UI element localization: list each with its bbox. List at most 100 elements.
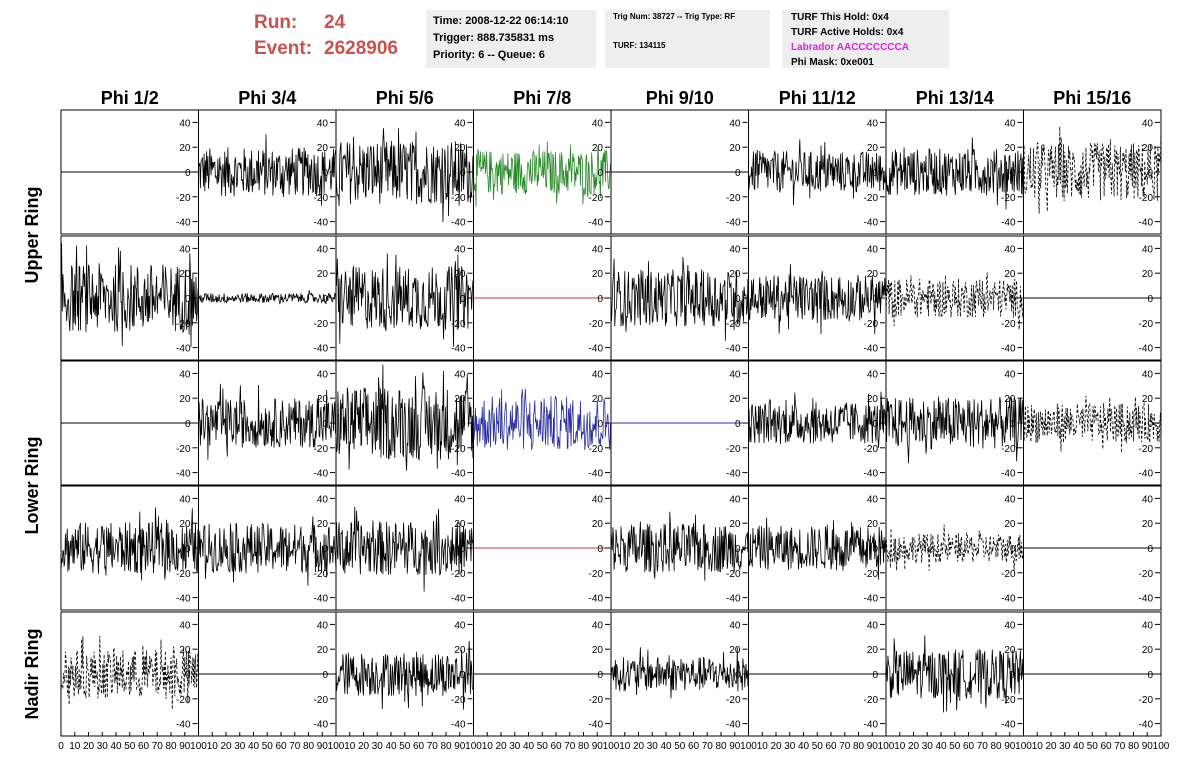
y-tick-label: -40 xyxy=(176,720,191,731)
y-tick-label: 0 xyxy=(735,670,741,681)
x-tick-label: 20 xyxy=(220,741,232,752)
y-tick-label: 0 xyxy=(1010,168,1016,179)
panel-frame xyxy=(1023,109,1162,235)
y-tick-label: -20 xyxy=(589,444,604,455)
y-tick-label: 20 xyxy=(317,645,329,656)
waveform-trace xyxy=(610,647,749,699)
x-tick-label: 80 xyxy=(1128,741,1140,752)
y-tick-label: -40 xyxy=(589,720,604,731)
waveform-trace xyxy=(748,391,887,448)
y-tick-label: -20 xyxy=(726,444,741,455)
x-tick-label: 20 xyxy=(633,741,645,752)
y-tick-label: 40 xyxy=(179,620,191,631)
x-tick-label: 80 xyxy=(715,741,727,752)
y-tick-label: -20 xyxy=(864,695,879,706)
x-tick-label: 20 xyxy=(770,741,782,752)
y-tick-label: -40 xyxy=(176,218,191,229)
y-tick-label: -40 xyxy=(1001,594,1016,605)
y-tick-label: -40 xyxy=(864,720,879,731)
y-tick-label: 0 xyxy=(460,419,466,430)
waveform-trace xyxy=(335,128,474,223)
x-tick-label: 50 xyxy=(399,741,411,752)
x-tick-label: 60 xyxy=(550,741,562,752)
waveform-trace xyxy=(198,290,337,305)
x-tick-label: 30 xyxy=(234,741,246,752)
x-tick-label: 70 xyxy=(152,741,164,752)
y-tick-label: -20 xyxy=(1001,695,1016,706)
y-tick-label: 40 xyxy=(454,118,466,129)
y-tick-label: -20 xyxy=(1139,444,1154,455)
waveform-trace xyxy=(60,635,199,710)
y-tick-label: 0 xyxy=(185,670,191,681)
y-tick-label: 40 xyxy=(1142,244,1154,255)
y-tick-label: 20 xyxy=(1142,519,1154,530)
y-tick-label: 0 xyxy=(185,544,191,555)
x-tick-label: 50 xyxy=(262,741,274,752)
x-tick-label: 90 xyxy=(1142,741,1154,752)
y-tick-label: -40 xyxy=(1001,344,1016,355)
y-tick-label: 0 xyxy=(735,294,741,305)
run-info: Run: 24 Event: 2628906 xyxy=(254,10,398,62)
x-tick-label: 40 xyxy=(523,741,535,752)
y-tick-label: 20 xyxy=(1142,143,1154,154)
waveform-trace xyxy=(885,524,1024,571)
y-tick-label: -20 xyxy=(176,569,191,580)
y-tick-label: 20 xyxy=(592,143,604,154)
y-tick-label: 40 xyxy=(729,494,741,505)
y-tick-label: 0 xyxy=(1147,670,1153,681)
y-tick-label: -40 xyxy=(726,720,741,731)
y-tick-label: 20 xyxy=(1142,394,1154,405)
x-tick-label: 80 xyxy=(853,741,865,752)
y-tick-label: -20 xyxy=(1001,193,1016,204)
waveform-trace xyxy=(198,383,337,460)
y-tick-label: -40 xyxy=(589,344,604,355)
x-tick-label: 50 xyxy=(1087,741,1099,752)
y-tick-label: -20 xyxy=(176,444,191,455)
panel-frame xyxy=(335,360,474,486)
y-tick-label: -40 xyxy=(726,469,741,480)
x-tick-label: 10 xyxy=(619,741,631,752)
waveform-trace xyxy=(748,139,887,206)
y-tick-label: 40 xyxy=(1004,244,1016,255)
y-tick-label: -20 xyxy=(589,569,604,580)
y-tick-label: 40 xyxy=(1142,620,1154,631)
waveform-trace xyxy=(1023,126,1162,214)
waveform-trace xyxy=(748,264,887,335)
y-tick-label: -20 xyxy=(1139,695,1154,706)
y-tick-label: -20 xyxy=(1139,193,1154,204)
y-tick-label: 40 xyxy=(1142,118,1154,129)
y-tick-label: -20 xyxy=(176,695,191,706)
y-tick-label: 20 xyxy=(592,394,604,405)
y-tick-label: 0 xyxy=(735,544,741,555)
y-tick-label: 40 xyxy=(867,244,879,255)
y-tick-label: 40 xyxy=(1004,494,1016,505)
y-tick-label: 0 xyxy=(597,670,603,681)
y-tick-label: -20 xyxy=(1001,569,1016,580)
y-tick-label: -20 xyxy=(314,193,329,204)
y-tick-label: 0 xyxy=(185,294,191,305)
y-tick-label: -20 xyxy=(864,444,879,455)
ring-label: Nadir Ring xyxy=(22,628,42,719)
y-tick-label: -20 xyxy=(451,695,466,706)
column-header: Phi 13/14 xyxy=(916,88,994,108)
y-tick-label: 0 xyxy=(185,419,191,430)
y-tick-label: 40 xyxy=(454,369,466,380)
x-tick-label: 30 xyxy=(1059,741,1071,752)
y-tick-label: 20 xyxy=(867,143,879,154)
y-tick-label: 20 xyxy=(454,143,466,154)
y-tick-label: 40 xyxy=(1004,369,1016,380)
y-tick-label: 0 xyxy=(322,544,328,555)
x-tick-label: 70 xyxy=(564,741,576,752)
y-tick-label: 40 xyxy=(1004,620,1016,631)
x-tick-label: 60 xyxy=(688,741,700,752)
y-tick-label: -20 xyxy=(451,193,466,204)
waveform-trace xyxy=(198,516,337,586)
y-tick-label: -20 xyxy=(589,193,604,204)
x-tick-label: 30 xyxy=(97,741,109,752)
y-tick-label: 40 xyxy=(592,620,604,631)
y-tick-label: 20 xyxy=(454,269,466,280)
run-label: Run: xyxy=(254,12,298,33)
y-tick-label: 40 xyxy=(317,494,329,505)
column-header: Phi 7/8 xyxy=(513,88,571,108)
